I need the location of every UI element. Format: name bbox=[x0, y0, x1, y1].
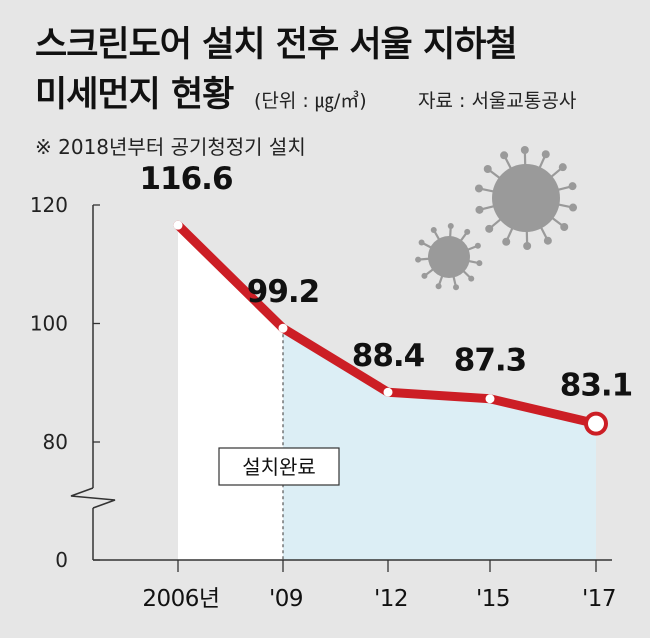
virus-spike-tip bbox=[415, 256, 422, 263]
x-tick-label: 2006년 bbox=[142, 586, 219, 612]
x-tick-label: '12 bbox=[374, 586, 408, 612]
y-tick-label: 100 bbox=[30, 312, 68, 336]
virus-spike-tip bbox=[447, 223, 454, 230]
virus-body bbox=[428, 236, 470, 278]
virus-body bbox=[492, 164, 560, 232]
virus-spike-tip bbox=[558, 163, 567, 172]
virus-spike-tip bbox=[541, 150, 550, 159]
virus-large bbox=[474, 146, 578, 250]
virus-spike-tip bbox=[474, 184, 483, 193]
virus-spike-tip bbox=[560, 223, 569, 232]
virus-spike-tip bbox=[523, 241, 532, 250]
chart-title-line-2: 미세먼지 현황 bbox=[35, 75, 234, 115]
virus-spike-tip bbox=[475, 205, 484, 214]
virus-spike-tip bbox=[520, 146, 529, 155]
plot-area: 0 80 100 120 2006년 '09 '12 '15 '17 설치완료 116.6 99.2 8… bbox=[30, 161, 633, 612]
data-point bbox=[383, 387, 393, 397]
virus-spike-tip bbox=[502, 237, 511, 246]
virus-spike-tip bbox=[430, 227, 437, 234]
area-after-installation bbox=[283, 328, 596, 560]
y-axis-break-mark bbox=[70, 487, 116, 509]
virus-spike-tip bbox=[453, 284, 460, 291]
y-tick-label: 120 bbox=[30, 193, 68, 217]
annotation-box bbox=[218, 447, 340, 486]
data-label: 83.1 bbox=[560, 368, 633, 404]
source-label: 자료 : 서울교통공사 bbox=[418, 90, 577, 112]
data-label: 116.6 bbox=[139, 161, 232, 197]
virus-spike-tip bbox=[468, 275, 475, 282]
virus-spike-tip bbox=[569, 203, 578, 212]
annotation-label: 설치완료 bbox=[242, 455, 316, 479]
virus-spike-tip bbox=[483, 164, 492, 173]
data-point bbox=[278, 323, 288, 333]
data-point bbox=[584, 411, 608, 436]
x-tick-label: '17 bbox=[582, 586, 616, 612]
x-tick-label: '15 bbox=[476, 586, 510, 612]
virus-small bbox=[415, 223, 483, 291]
data-label: 99.2 bbox=[247, 274, 320, 310]
data-point bbox=[173, 220, 183, 230]
virus-illustration bbox=[415, 146, 578, 291]
virus-spike-tip bbox=[474, 242, 481, 249]
virus-spike-tip bbox=[476, 260, 483, 267]
y-tick-label: 0 bbox=[55, 548, 68, 572]
virus-spike-tip bbox=[543, 236, 552, 245]
virus-spike-tip bbox=[435, 283, 442, 290]
virus-spike-tip bbox=[485, 224, 494, 233]
unit-label: (단위 : ㎍/㎥) bbox=[254, 90, 367, 112]
chart-title-line-1: 스크린도어 설치 전후 서울 지하철 bbox=[35, 25, 518, 65]
data-label: 87.3 bbox=[454, 343, 527, 379]
virus-spike-tip bbox=[464, 228, 471, 235]
data-label: 88.4 bbox=[352, 338, 425, 374]
y-tick-label: 80 bbox=[43, 430, 68, 454]
data-point bbox=[485, 394, 495, 404]
virus-spike-tip bbox=[418, 239, 425, 246]
footnote: ※ 2018년부터 공기청정기 설치 bbox=[35, 135, 306, 159]
x-tick-label: '09 bbox=[269, 586, 303, 612]
virus-spike-tip bbox=[421, 272, 428, 279]
virus-spike-tip bbox=[500, 151, 509, 160]
virus-spike-tip bbox=[568, 182, 577, 191]
